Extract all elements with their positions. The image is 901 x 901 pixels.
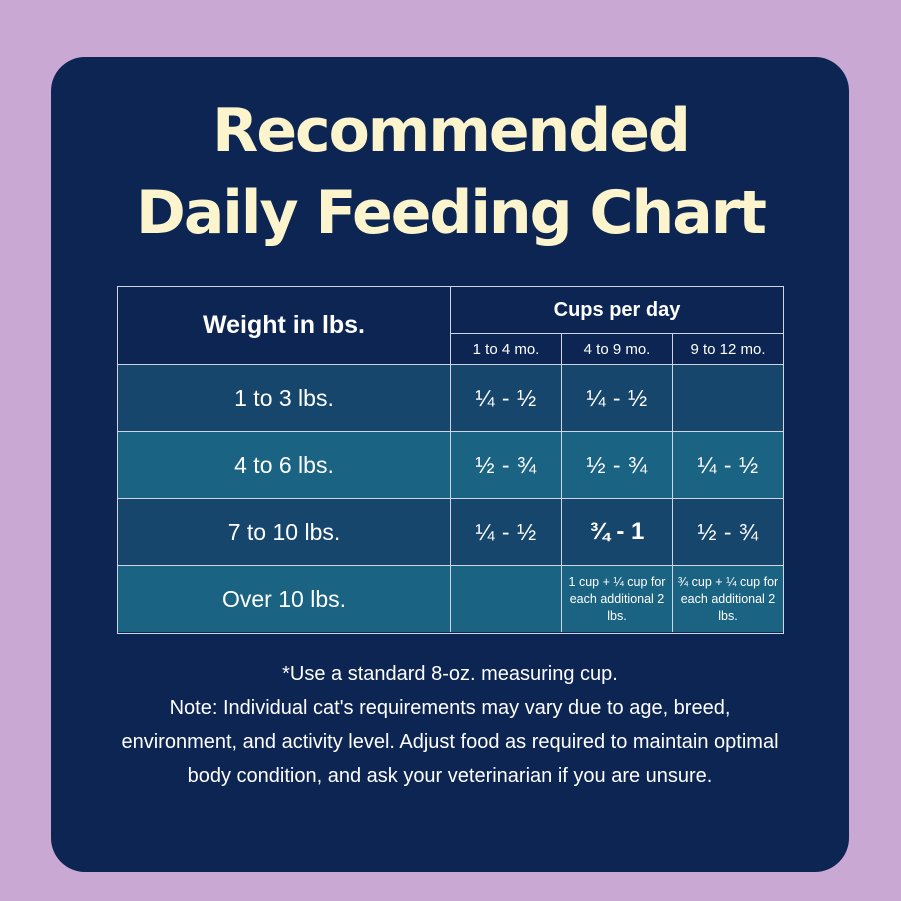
cups-cell: ¼ - ½ <box>451 365 562 432</box>
requirements-note: Note: Individual cat's requirements may … <box>121 697 779 787</box>
cups-cell <box>673 365 783 432</box>
title-line-2: Daily Feeding Chart <box>136 178 767 248</box>
cups-cell: ¼ - ½ <box>451 499 562 566</box>
cups-cell: ¼ - ½ <box>673 432 783 499</box>
weight-column-header: Weight in lbs. <box>118 287 451 365</box>
cups-cell: ¾ cup + ¼ cup for each additional 2 lbs. <box>673 566 783 632</box>
measuring-cup-note: *Use a standard 8-oz. measuring cup. <box>282 663 618 685</box>
cups-cell: ¼ - ½ <box>562 365 673 432</box>
cups-cell: ½ - ¾ <box>562 432 673 499</box>
cups-cell: ½ - ¾ <box>451 432 562 499</box>
age-column-header: 1 to 4 mo. <box>451 334 562 365</box>
cups-per-day-header: Cups per day <box>451 287 783 334</box>
weight-cell: 1 to 3 lbs. <box>118 365 451 432</box>
page-title: Recommended Daily Feeding Chart <box>0 90 901 254</box>
weight-cell: 7 to 10 lbs. <box>118 499 451 566</box>
weight-cell: 4 to 6 lbs. <box>118 432 451 499</box>
cups-cell: ½ - ¾ <box>673 499 783 566</box>
cups-cell: 1 cup + ¼ cup for each additional 2 lbs. <box>562 566 673 632</box>
age-column-header: 4 to 9 mo. <box>562 334 673 365</box>
title-line-1: Recommended <box>212 96 691 166</box>
cups-cell <box>451 566 562 632</box>
age-column-header: 9 to 12 mo. <box>673 334 783 365</box>
weight-cell: Over 10 lbs. <box>118 566 451 632</box>
feeding-table: Weight in lbs. Cups per day 1 to 4 mo. 4… <box>117 286 784 634</box>
cups-cell: ¾ - 1 <box>562 499 673 566</box>
footnotes: *Use a standard 8-oz. measuring cup. Not… <box>120 657 780 793</box>
